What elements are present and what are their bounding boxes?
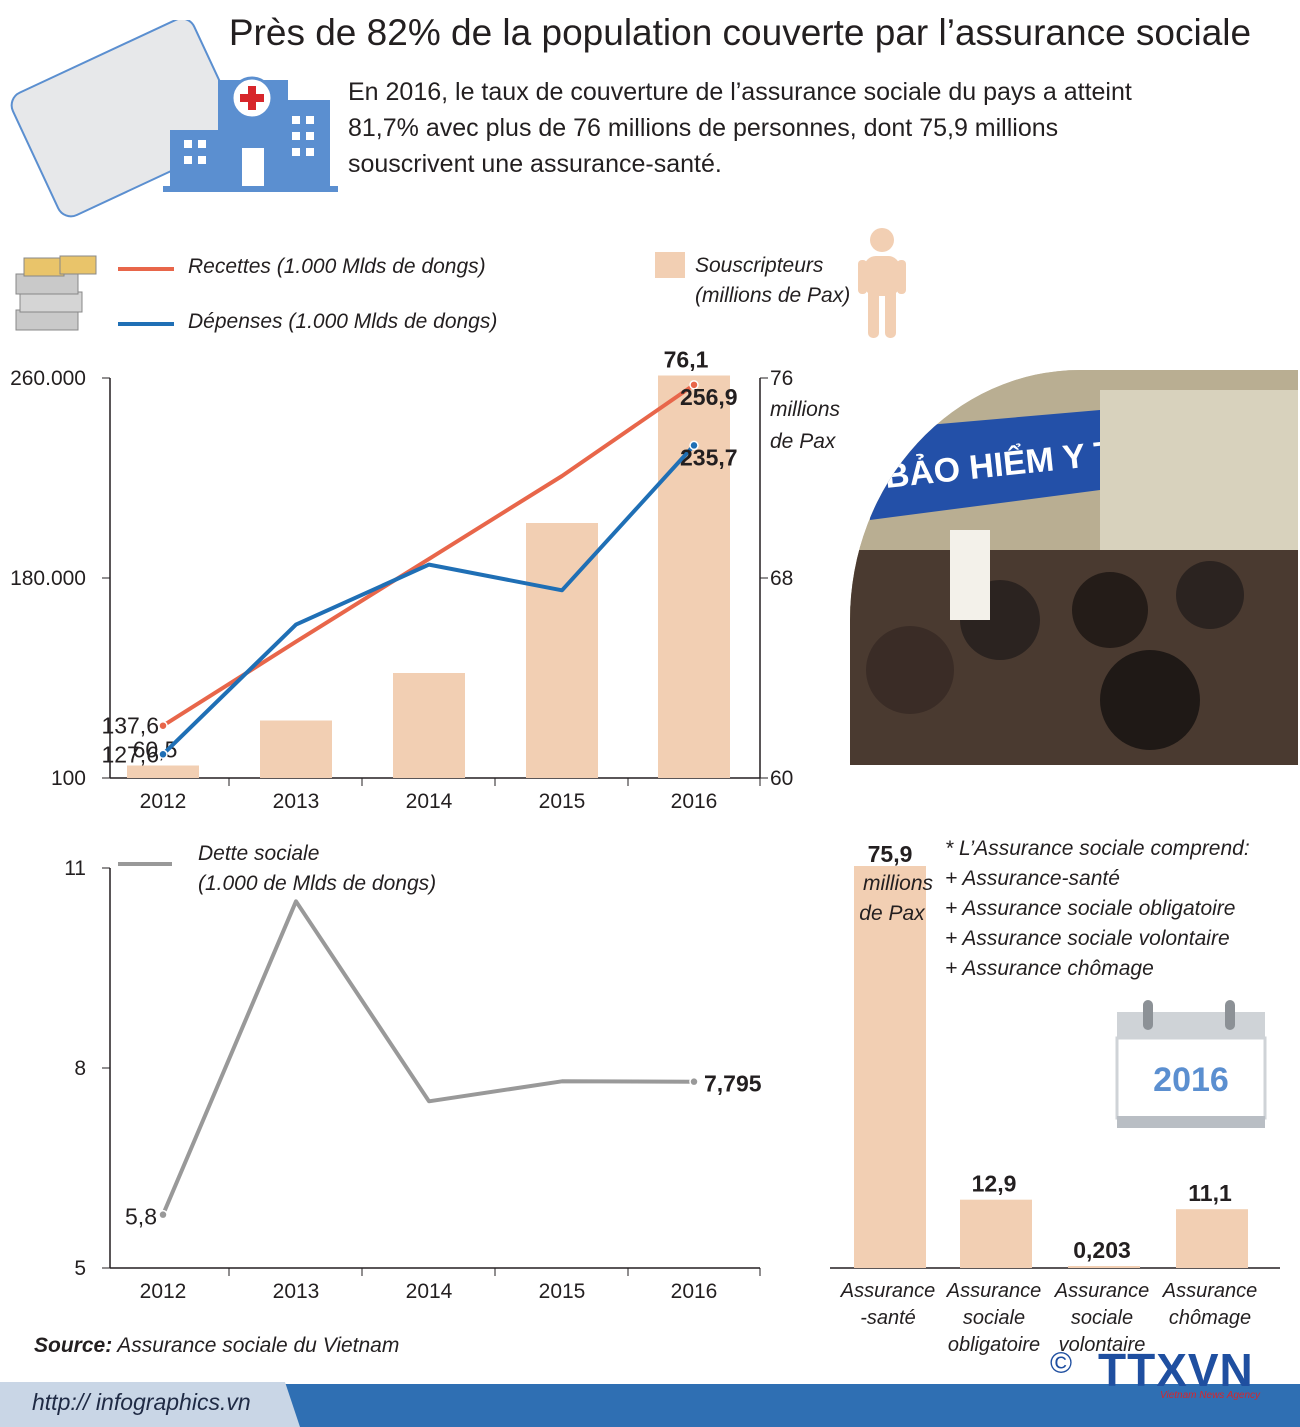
subscriber-bar-label: 76,1 [664,347,709,373]
right-axis-unit: millions [770,398,841,421]
dette-x-tick-label: 2014 [406,1280,453,1303]
line-legend-swatches [118,267,174,326]
breakdown-bar-unit: de Pax [859,902,926,925]
calendar-icon: 2016 [1115,1000,1267,1128]
breakdown-category-label: sociale [1071,1307,1133,1329]
breakdown-category-label: Assurance [1054,1280,1150,1302]
dette-x-tick-label: 2013 [273,1280,320,1303]
x-tick-label: 2012 [140,790,187,813]
source-text: Assurance sociale du Vietnam [112,1334,400,1357]
depenses-line [161,444,696,756]
photo-sign [870,410,1100,520]
chart-breakdown: 75,9 millions de Pax Assurance -santé 12,9 Ass… [830,841,1280,1356]
depenses-point [689,440,699,451]
note-line: + Assurance sociale volontaire [945,927,1230,950]
hospital-icon [163,76,338,192]
left-tick-label: 100 [51,767,86,790]
dette-y-tick-label: 8 [74,1057,86,1080]
dette-legend-unit: (1.000 de Mlds de dongs) [198,872,436,895]
footer-url[interactable]: http:// infographics.vn [32,1389,251,1415]
dette-label-start: 5,8 [125,1204,157,1230]
footer-url-tab [0,1382,300,1427]
dette-x-tick-label: 2015 [539,1280,586,1303]
agency-subtitle: Vietnam News Agency [1160,1390,1261,1401]
dette-x-tick-label: 2016 [671,1280,718,1303]
right-tick-label: 60 [770,767,793,790]
source-line: Source: Assurance sociale du Vietnam [34,1334,399,1358]
recettes-point [158,720,168,731]
x-tick-label: 2013 [273,790,320,813]
breakdown-bar [1068,1266,1140,1268]
dette-y-tick-label: 5 [74,1257,86,1280]
depenses-label-start: 127,6 [101,741,159,767]
breakdown-category-label: Assurance [1162,1280,1258,1302]
x-tick-label: 2015 [539,790,586,813]
breakdown-category-label: sociale [963,1307,1025,1329]
breakdown-bar [1176,1209,1248,1268]
right-axis-unit: de Pax [770,430,837,453]
depenses-point [158,749,168,760]
left-tick-label: 180.000 [10,567,86,590]
header-illustration [10,20,338,218]
breakdown-bar-label: 0,203 [1073,1237,1131,1263]
recettes-label-end: 256,9 [680,384,738,410]
recettes-legend-label: Recettes (1.000 Mlds de dongs) [188,255,486,278]
note-line: + Assurance chômage [945,957,1154,980]
x-tick-label: 2016 [671,790,718,813]
dette-point [689,1076,699,1087]
insurance-card-icon [10,20,242,218]
breakdown-bar-unit: millions [863,872,934,895]
souscripteurs-legend-swatch [655,252,685,278]
subscriber-bar [260,720,332,778]
dette-line [161,899,695,1216]
subscriber-bar [658,375,730,778]
dette-label-end: 7,795 [704,1071,762,1097]
breakdown-category-label: obligatoire [948,1334,1040,1356]
dette-legend-label: Dette sociale [198,842,319,865]
left-tick-label: 260.000 [10,367,86,390]
dette-point [158,1209,168,1220]
breakdown-bar [854,866,926,1268]
calendar-year: 2016 [1153,1061,1229,1099]
breakdown-category-label: chômage [1169,1307,1251,1329]
breakdown-category-label: -santé [860,1307,916,1329]
recettes-label-start: 137,6 [101,713,159,739]
breakdown-category-label: volontaire [1059,1334,1146,1356]
money-stack-icon [15,255,97,331]
photo-insurance-office: BẢO HIỂM Y TẾ [850,370,1298,765]
right-tick-label: 76 [770,367,793,390]
photo-scene: BẢO HIỂM Y TẾ [850,370,1298,765]
source-label: Source: [34,1334,113,1357]
person-icon [858,228,906,338]
breakdown-category-label: Assurance [946,1280,1042,1302]
souscripteurs-legend-unit: (millions de Pax) [695,284,851,307]
x-tick-label: 2014 [406,790,453,813]
subscriber-bar [393,673,465,778]
intro-text: En 2016, le taux de couverture de l’assu… [348,78,1132,178]
souscripteurs-legend-label: Souscripteurs [695,254,824,277]
breakdown-bar-label: 75,9 [868,841,913,867]
dette-x-tick-label: 2012 [140,1280,187,1303]
recettes-point [689,380,699,390]
right-tick-label: 68 [770,567,793,590]
breakdown-bar-label: 11,1 [1188,1180,1232,1206]
breakdown-bar-label: 12,9 [972,1171,1017,1197]
depenses-legend-label: Dépenses (1.000 Mlds de dongs) [188,310,498,333]
breakdown-bar [960,1199,1032,1268]
breakdown-category-label: Assurance [840,1280,936,1302]
chart-dette: 11 8 5 2012 2013 2014 2015 2016 Dette sociale (1.… [64,842,762,1303]
copyright-symbol: © [1050,1347,1073,1380]
note-line: + Assurance sociale obligatoire [945,897,1236,920]
subscriber-bar [127,765,199,778]
depenses-label-end: 235,7 [680,444,738,470]
agency-logo: TTXVN [1098,1344,1254,1396]
page-title: Près de 82% de la population couverte pa… [228,12,1252,53]
note-line: + Assurance-santé [945,867,1120,890]
coverage-note: * L’Assurance sociale comprend: + Assura… [945,834,1250,984]
dette-y-tick-label: 11 [64,857,86,880]
note-line: * L’Assurance sociale comprend: [945,837,1250,860]
